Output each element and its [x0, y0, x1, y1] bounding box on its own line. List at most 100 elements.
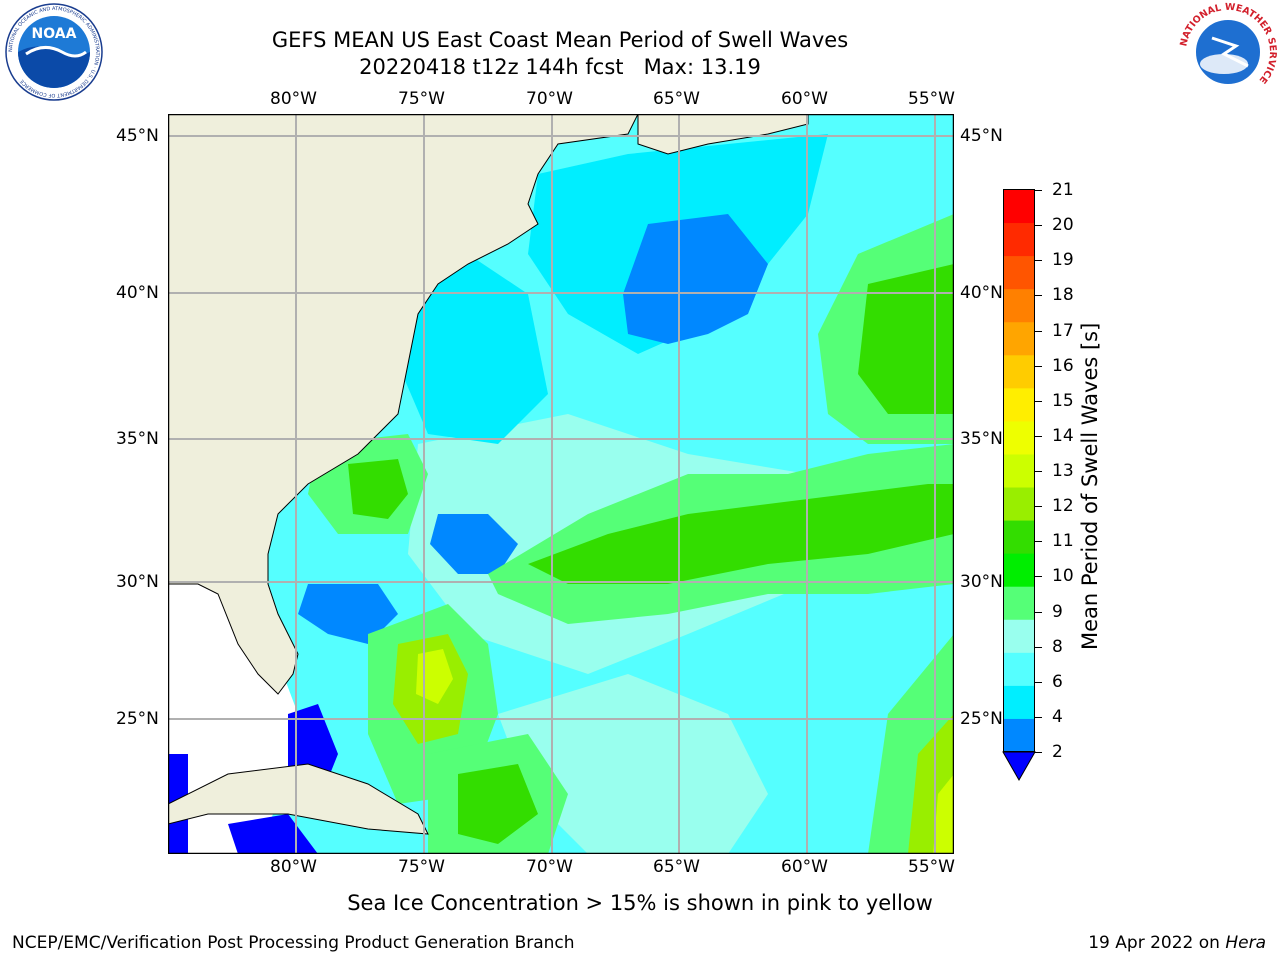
footer-branch: NCEP/EMC/Verification Post Processing Pr…: [12, 933, 575, 953]
map-frame: [168, 114, 954, 854]
lat-tick-right-35n: 35°N: [960, 429, 1003, 449]
lon-tick-top-65w: 65°W: [653, 89, 700, 109]
lon-tick-bottom-65w: 65°W: [653, 857, 700, 877]
footer-date: 19 Apr 2022 on: [1088, 933, 1220, 953]
colorbar-segment: [1004, 223, 1034, 257]
colorbar-tick-label: 11: [1052, 531, 1074, 552]
colorbar-segment: [1004, 487, 1034, 522]
colorbar-segments: [1004, 190, 1034, 753]
colorbar-segment: [1004, 619, 1034, 654]
colorbar-tick-label: 15: [1052, 390, 1074, 411]
colorbar-under-triangle: [1002, 751, 1036, 782]
colorbar-tick-label: 12: [1052, 496, 1074, 517]
lon-tick-top-80w: 80°W: [270, 89, 317, 109]
colorbar-segment: [1004, 256, 1034, 290]
sea-ice-note: Sea Ice Concentration > 15% is shown in …: [347, 891, 933, 915]
colorbar-segment: [1004, 685, 1034, 720]
colorbar-tick-label: 10: [1052, 566, 1074, 587]
colorbar-frame: [1003, 189, 1035, 752]
colorbar-tick-mark: [1034, 646, 1042, 648]
colorbar-tick-mark: [1034, 611, 1042, 613]
colorbar-segment: [1004, 322, 1034, 356]
field-10-11-carolina: [348, 459, 408, 519]
graticule: [168, 114, 954, 854]
colorbar-tick-mark: [1034, 435, 1042, 437]
colorbar-tick-label: 19: [1052, 250, 1074, 271]
forecast-label: 20220418 t12z 144h fcst: [359, 55, 624, 79]
colorbar-tick-mark: [1034, 365, 1042, 367]
colorbar-tick-label: 17: [1052, 320, 1074, 341]
field-4-6-midatlantic: [398, 254, 548, 444]
field-10-11-band: [528, 484, 954, 584]
colorbar-segment: [1004, 355, 1034, 389]
lon-tick-top-75w: 75°W: [398, 89, 445, 109]
colorbar-tick-label: 16: [1052, 355, 1074, 376]
colorbar-segment: [1004, 388, 1034, 422]
colorbar-segment: [1004, 718, 1034, 753]
colorbar-segment: [1004, 586, 1034, 621]
colorbar-tick-mark: [1034, 330, 1042, 332]
colorbar-segment: [1004, 421, 1034, 455]
noaa-logo-text: NOAA: [32, 26, 77, 42]
colorbar-tick-label: 6: [1052, 671, 1063, 692]
lon-tick-top-60w: 60°W: [781, 89, 828, 109]
colorbar-tick-label: 9: [1052, 601, 1063, 622]
lat-tick-left-25n: 25°N: [116, 709, 159, 729]
colorbar-label: Mean Period of Swell Waves [s]: [1078, 322, 1102, 650]
field-2-4-sargasso: [430, 514, 518, 574]
colorbar-segment: [1004, 553, 1034, 588]
colorbar-tick-mark: [1034, 716, 1042, 718]
lat-tick-right-30n: 30°N: [960, 572, 1003, 592]
max-label: Max: 13.19: [643, 55, 761, 79]
colorbar-tick-mark: [1034, 190, 1042, 191]
colorbar-tick-label: 20: [1052, 215, 1074, 236]
field-12-13-se: [933, 774, 954, 854]
colorbar-segment: [1004, 652, 1034, 687]
colorbar-tick-mark: [1034, 225, 1042, 227]
colorbar-tick-label: 21: [1052, 180, 1074, 200]
colorbar-tick-mark: [1034, 260, 1042, 262]
colorbar-tick-label: 13: [1052, 461, 1074, 481]
colorbar-tick-mark: [1034, 681, 1042, 683]
colorbar-tick-label: 2: [1052, 742, 1063, 762]
field-12-13-bahamas: [416, 649, 453, 704]
lon-tick-bottom-60w: 60°W: [781, 857, 828, 877]
colorbar-tick-mark: [1034, 576, 1042, 578]
lat-tick-left-45n: 45°N: [116, 126, 159, 146]
lon-tick-bottom-75w: 75°W: [398, 857, 445, 877]
colorbar: [1002, 189, 1036, 782]
lat-tick-left-40n: 40°N: [116, 283, 159, 303]
field-10-11-east: [858, 264, 954, 414]
cuba-landmass: [168, 763, 429, 835]
field-2-4-florida: [298, 584, 398, 644]
lon-tick-bottom-55w: 55°W: [908, 857, 955, 877]
field-2-4-central: [623, 214, 768, 344]
lon-tick-bottom-80w: 80°W: [270, 857, 317, 877]
map-subtitle: 20220418 t12z 144h fcst Max: 13.19: [160, 55, 960, 80]
colorbar-tick-mark: [1034, 295, 1042, 297]
footer-machine: Hera: [1225, 933, 1266, 953]
colorbar-tick-label: 8: [1052, 636, 1063, 657]
swell-period-map: [168, 114, 954, 854]
colorbar-segment: [1004, 520, 1034, 555]
lat-tick-right-40n: 40°N: [960, 283, 1003, 303]
colorbar-tick-label: 4: [1052, 706, 1063, 727]
colorbar-tick-mark: [1034, 400, 1042, 402]
colorbar-tick-label: 14: [1052, 425, 1074, 446]
lon-tick-top-55w: 55°W: [908, 89, 955, 109]
map-title: GEFS MEAN US East Coast Mean Period of S…: [271, 28, 849, 52]
field-10-11-caribbean: [458, 764, 538, 844]
colorbar-segment: [1004, 190, 1034, 224]
nws-logo: NATIONAL WEATHER SERVICE: [1178, 2, 1278, 100]
lon-tick-top-70w: 70°W: [526, 89, 573, 109]
colorbar-tick-mark: [1034, 752, 1042, 753]
us-landmass: [168, 114, 639, 695]
lon-tick-bottom-70w: 70°W: [526, 857, 573, 877]
lat-tick-right-45n: 45°N: [960, 126, 1003, 146]
lat-tick-left-30n: 30°N: [116, 572, 159, 592]
colorbar-tick-mark: [1034, 541, 1042, 543]
lat-tick-right-25n: 25°N: [960, 709, 1003, 729]
footer-timestamp: 19 Apr 2022 on Hera: [1088, 933, 1266, 953]
colorbar-segment: [1004, 454, 1034, 489]
colorbar-tick-label: 18: [1052, 285, 1074, 306]
